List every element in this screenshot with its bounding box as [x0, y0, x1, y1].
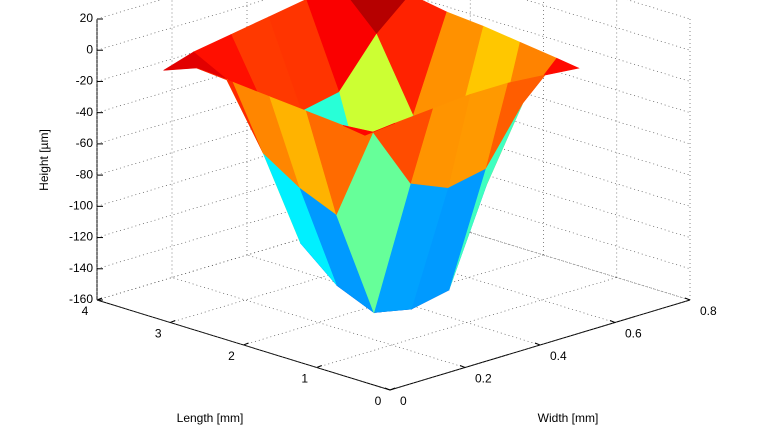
- z-tick-label: 0: [86, 42, 93, 56]
- grid-line: [96, 0, 266, 51]
- x-tick: [389, 387, 396, 391]
- y-tick-label: 0: [400, 394, 407, 408]
- z-tick-label: -40: [76, 105, 94, 119]
- z-tick-label: -60: [76, 136, 94, 150]
- x-tick-label: 1: [301, 372, 308, 386]
- z-tick-label: -100: [69, 199, 93, 213]
- x-tick: [243, 342, 249, 346]
- y-tick: [459, 365, 466, 368]
- z-tick-label: -20: [76, 74, 94, 88]
- y-tick-label: 0.6: [625, 327, 642, 341]
- grid-line: [96, 115, 398, 207]
- y-tick-label: 0.4: [550, 349, 567, 363]
- y-axis-label: Width [mm]: [538, 411, 599, 425]
- surface-patch: [342, 122, 396, 136]
- x-tick-label: 3: [155, 327, 162, 341]
- grid-line: [96, 0, 162, 20]
- x-axis-label: Length [mm]: [177, 411, 244, 425]
- z-axis-label: Height [µm]: [37, 129, 51, 191]
- z-tick-label: -160: [69, 292, 93, 306]
- z-tick-label: 20: [80, 11, 94, 25]
- x-tick: [96, 297, 103, 301]
- y-tick: [609, 320, 616, 323]
- x-tick: [316, 365, 322, 368]
- x-tick: [170, 320, 176, 323]
- x-tick-label: 4: [82, 304, 89, 318]
- grid-line: [96, 147, 398, 238]
- z-tick-label: -120: [69, 230, 93, 244]
- y-tick: [384, 387, 391, 391]
- x-tick-label: 0: [375, 394, 382, 408]
- grid-line: [170, 232, 471, 323]
- z-tick-label: -140: [69, 261, 93, 275]
- y-tick-label: 0.2: [475, 372, 492, 386]
- grid-line: [96, 178, 398, 270]
- x-tick-label: 2: [228, 349, 235, 363]
- y-tick: [684, 297, 691, 301]
- y-tick-label: 0.8: [700, 304, 717, 318]
- z-tick-label: -80: [76, 167, 94, 181]
- y-tick: [534, 342, 541, 346]
